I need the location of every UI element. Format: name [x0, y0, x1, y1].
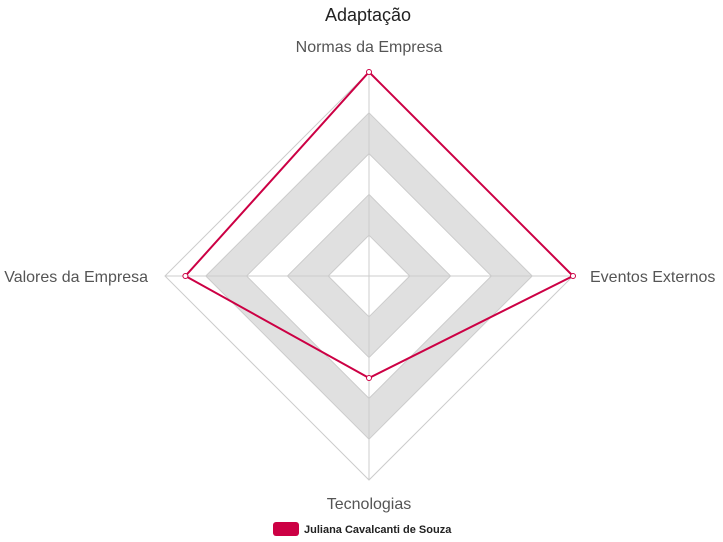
data-point — [570, 273, 576, 279]
axis-label: Normas da Empresa — [296, 39, 443, 56]
data-point — [366, 375, 372, 381]
axis-labels: Normas da Empresa Eventos Externos Tecnolo… — [4, 39, 715, 513]
radar-spokes — [165, 72, 573, 480]
radar-series — [182, 69, 576, 381]
axis-label: Eventos Externos — [590, 269, 715, 286]
legend-label: Juliana Cavalcanti de Souza — [304, 524, 452, 536]
legend-swatch — [273, 522, 299, 536]
axis-label: Tecnologias — [327, 496, 412, 513]
data-point — [182, 273, 189, 279]
legend[interactable]: Juliana Cavalcanti de Souza — [273, 522, 452, 536]
axis-label: Valores da Empresa — [4, 269, 148, 286]
data-point — [366, 69, 372, 75]
chart-title: Adaptação — [325, 5, 411, 25]
